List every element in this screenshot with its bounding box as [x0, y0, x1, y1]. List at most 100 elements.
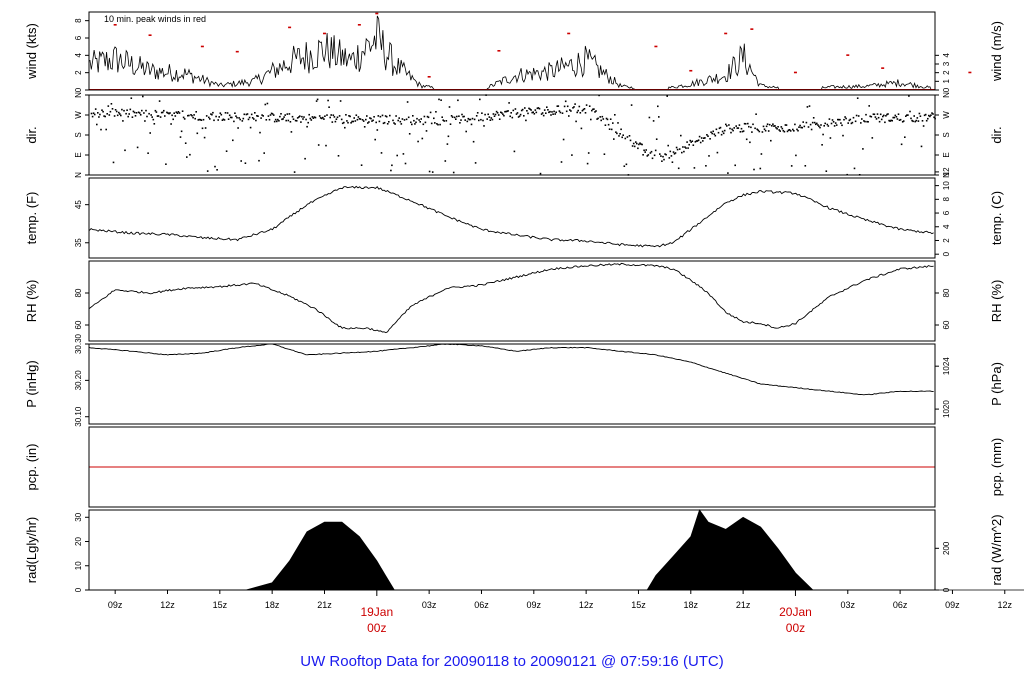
wind-dir-point [778, 129, 780, 131]
wind-dir-point [505, 110, 507, 113]
wind-dir-point [596, 118, 598, 120]
wind-dir-point [455, 118, 457, 120]
wind-dir-point [521, 108, 524, 111]
wind-dir-point [405, 118, 408, 121]
wind-dir-point [654, 149, 657, 152]
wind-dir-point [497, 114, 500, 116]
wind-dir-point [221, 119, 224, 121]
wind-dir-point [829, 137, 832, 139]
time-tick-label: 21z [317, 600, 332, 610]
wind-dir-point [802, 121, 804, 123]
wind-dir-point [327, 99, 329, 102]
peak-wind-mark [750, 28, 754, 30]
wind-dir-point [899, 118, 902, 121]
wind-dir-point [808, 105, 811, 107]
wind-dir-point [672, 151, 675, 153]
wind-dir-point [904, 136, 906, 138]
wind-dir-point [549, 110, 551, 113]
wind-dir-point [376, 129, 379, 131]
wind-dir-point [495, 110, 498, 113]
wind-dir-point [263, 152, 265, 154]
wind-dir-point [736, 127, 739, 129]
wind-dir-point [397, 119, 399, 122]
wind-dir-point [765, 125, 768, 128]
wind-dir-point [910, 117, 912, 120]
wind-dir-point [98, 116, 100, 118]
wind-dir-point [259, 131, 261, 134]
wind-dir-point [494, 113, 497, 116]
panel-frame-rh [88, 260, 936, 342]
wind-dir-point [261, 114, 263, 116]
wind-dir-point [905, 115, 907, 117]
wind-dir-point [205, 115, 208, 117]
wind-dir-point [292, 118, 295, 120]
wind-dir-point [480, 118, 482, 121]
wind-dir-point [674, 152, 677, 154]
time-tick-label: 03z [422, 600, 437, 610]
wind-dir-point [823, 125, 825, 127]
wind-dir-point [605, 117, 608, 120]
wind-dir-point [290, 131, 293, 133]
wind-dir-point [253, 118, 255, 120]
left-axis-label: rad(Lgly/hr) [24, 517, 39, 583]
wind-dir-point [728, 124, 730, 126]
wind-dir-point [395, 115, 397, 117]
panel-pcp: pcp. (in) pcp. (mm) [24, 426, 1004, 508]
wind-dir-point [217, 119, 219, 121]
wind-dir-point [484, 113, 486, 116]
wind-dir-point [114, 109, 117, 111]
peak-wind-mark [148, 34, 152, 36]
wind-dir-point [867, 121, 869, 123]
wind-dir-point [234, 112, 236, 114]
wind-dir-point [775, 126, 777, 129]
wind-dir-point [168, 112, 170, 115]
wind-dir-point [236, 116, 238, 119]
wind-dir-point [304, 157, 306, 160]
wind-dir-point [214, 165, 216, 168]
wind-dir-point [636, 142, 638, 145]
time-tick-label: 06z [474, 600, 489, 610]
wind-dir-point [734, 164, 736, 167]
panel-frame-wind [88, 11, 936, 91]
peak-wind-mark [497, 50, 501, 52]
wind-dir-point [520, 109, 523, 112]
wind-dir-point [358, 118, 361, 120]
wind-dir-point [365, 118, 367, 121]
wind-dir-point [219, 112, 222, 114]
wind-dir-point [378, 120, 381, 123]
right-tick-label: 1 [942, 79, 951, 84]
wind-dir-point [568, 115, 570, 117]
wind-dir-point [559, 111, 562, 114]
wind-dir-point [900, 143, 903, 146]
wind-dir-point [248, 116, 251, 119]
wind-dir-point [664, 153, 666, 155]
wind-dir-point [875, 118, 878, 120]
wind-dir-point [346, 120, 348, 122]
wind-dir-point [694, 141, 697, 143]
wind-dir-point [786, 130, 789, 133]
wind-dir-point [713, 133, 716, 135]
wind-dir-point [256, 115, 258, 117]
wind-dir-point [918, 112, 921, 115]
wind-dir-point [352, 120, 354, 123]
wind-dir-point [839, 118, 841, 121]
wind-dir-point [773, 125, 775, 127]
wind-dir-point [418, 119, 420, 121]
wind-dir-point [285, 119, 287, 122]
left-tick-label: 0 [74, 587, 83, 592]
wind-dir-point [819, 126, 821, 129]
wind-dir-point [122, 120, 124, 122]
wind-dir-point [270, 112, 273, 115]
wind-dir-point [472, 140, 475, 143]
wind-dir-point [666, 95, 668, 97]
wind-dir-point [928, 114, 930, 117]
wind-dir-point [182, 116, 185, 119]
wind-dir-point [354, 120, 357, 122]
wind-dir-point [620, 128, 622, 131]
wind-dir-point [164, 115, 166, 117]
wind-dir-point [307, 121, 309, 124]
chart-title: UW Rooftop Data for 20090118 to 20090121… [300, 653, 724, 670]
wind-dir-point [569, 109, 571, 111]
wind-dir-point [597, 117, 599, 120]
